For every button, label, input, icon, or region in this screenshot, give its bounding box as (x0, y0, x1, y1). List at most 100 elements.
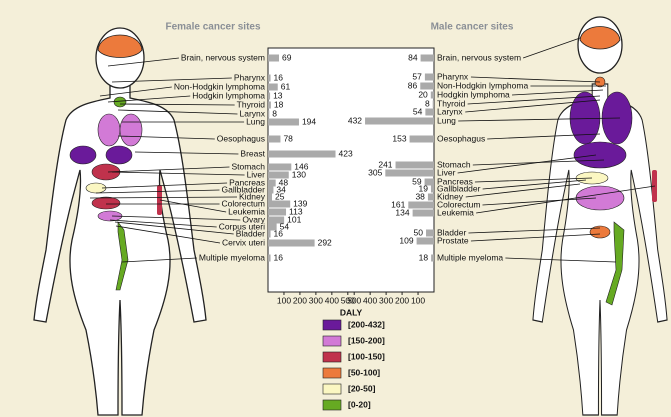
bar (268, 118, 299, 126)
category-label: Thyroid (237, 99, 266, 109)
value-label: 38 (415, 191, 425, 201)
bar (268, 208, 287, 216)
lung (119, 113, 143, 147)
bar (385, 169, 434, 177)
brain (97, 34, 143, 58)
value-label: 146 (294, 161, 308, 171)
leader-line (95, 189, 220, 194)
leader-line (107, 95, 191, 103)
value-label: 59 (412, 176, 422, 186)
chart-title: Female cancer sites (165, 22, 260, 33)
leader-line (457, 154, 597, 174)
x-tick-label: 400 (363, 295, 377, 305)
bar (268, 74, 271, 82)
category-label: Kidney (239, 191, 266, 201)
legend-label: [100-150] (348, 351, 385, 361)
x-tick-label: 500 (347, 295, 361, 305)
legend-label: [50-100] (348, 367, 380, 377)
leader-line (505, 257, 617, 263)
value-label: 292 (318, 237, 332, 247)
bar (268, 179, 276, 187)
value-label: 78 (283, 133, 293, 143)
bar (431, 254, 434, 262)
bar (268, 216, 285, 224)
bar (268, 110, 270, 118)
brain (579, 26, 621, 50)
leader-line (470, 76, 601, 83)
category-label: Liver (437, 167, 456, 177)
bar (268, 186, 274, 194)
male-body (532, 83, 668, 416)
value-label: 20 (418, 89, 428, 99)
leader-line (487, 133, 601, 140)
value-label: 161 (391, 199, 405, 209)
bar (420, 54, 434, 62)
female-figure (33, 27, 207, 416)
value-label: 194 (302, 116, 316, 126)
category-label: Multiple myeloma (437, 252, 503, 262)
category-label: Brain, nervous system (181, 52, 265, 62)
bar (424, 73, 434, 81)
category-label: Oesophagus (437, 133, 485, 143)
leader-line (159, 199, 227, 213)
leader-line (467, 95, 601, 105)
bar (268, 239, 315, 247)
category-label: Gallbladder (437, 183, 481, 193)
category-label: Stomach (437, 159, 471, 169)
value-label: 34 (276, 184, 286, 194)
value-label: 8 (272, 108, 277, 118)
x-tick-label: 200 (395, 295, 409, 305)
leader-line (121, 257, 197, 263)
x-axis-label: DALY (340, 307, 363, 317)
value-label: 57 (412, 71, 422, 81)
category-label: Leukemia (437, 207, 474, 217)
category-label: Leukemia (228, 206, 265, 216)
leader-line (458, 117, 621, 122)
bar (268, 200, 291, 208)
bar (395, 161, 434, 169)
value-label: 109 (399, 235, 413, 245)
value-label: 432 (348, 115, 362, 125)
category-label: Thyroid (437, 98, 466, 108)
lung (97, 113, 121, 147)
category-label: Bladder (437, 227, 466, 237)
legend-label: [150-200] (348, 335, 385, 345)
x-tick-label: 300 (379, 295, 393, 305)
category-label: Non-Hodgkin lymphoma (174, 81, 265, 91)
bar (420, 82, 434, 90)
leader-line (512, 89, 604, 96)
bar (268, 254, 271, 262)
value-label: 101 (287, 214, 301, 224)
bar (268, 223, 277, 231)
leader-line (482, 179, 587, 190)
category-label: Colorectum (222, 198, 265, 208)
leader-line (117, 135, 215, 140)
x-tick-label: 200 (293, 295, 307, 305)
value-label: 8 (425, 98, 430, 108)
prostate (589, 225, 611, 239)
male-figure (532, 16, 668, 416)
category-label: Colorectum (437, 199, 480, 209)
value-label: 18 (274, 99, 284, 109)
bar (268, 171, 289, 179)
category-label: Liver (247, 169, 266, 179)
value-label: 423 (339, 148, 353, 158)
bar (268, 101, 271, 109)
value-label: 16 (274, 72, 284, 82)
bar (412, 209, 434, 217)
thyroid (113, 96, 127, 108)
value-label: 19 (418, 183, 428, 193)
value-label: 16 (274, 252, 284, 262)
leader-line (111, 215, 241, 221)
x-tick-label: 100 (277, 295, 291, 305)
legend-swatch (322, 383, 342, 395)
value-label: 50 (414, 227, 424, 237)
bar (268, 193, 272, 201)
category-label: Multiple myeloma (199, 252, 265, 262)
leader-line (117, 109, 238, 115)
category-label: Prostate (437, 235, 469, 245)
category-label: Lung (437, 115, 456, 125)
category-label: Pancreas (437, 176, 473, 186)
value-label: 134 (395, 207, 409, 217)
